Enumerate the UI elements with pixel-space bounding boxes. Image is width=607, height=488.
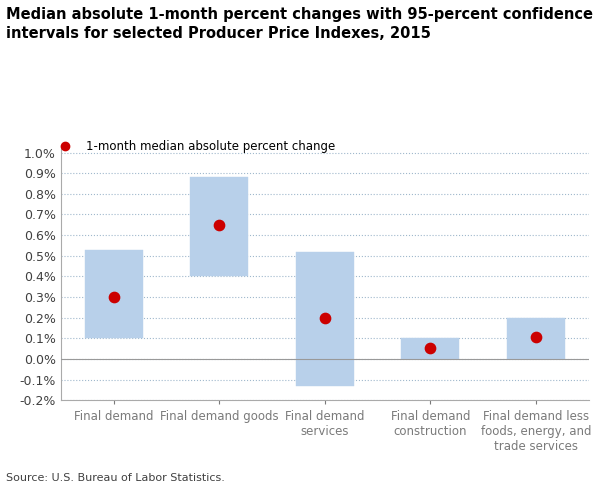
- Bar: [401, 338, 459, 359]
- Text: Median absolute 1-month percent changes with 95-percent confidence
intervals for: Median absolute 1-month percent changes …: [6, 7, 593, 41]
- Point: [109, 293, 118, 301]
- Bar: [507, 318, 565, 359]
- Point: [320, 314, 330, 322]
- Bar: [190, 177, 248, 276]
- Text: Source: U.S. Bureau of Labor Statistics.: Source: U.S. Bureau of Labor Statistics.: [6, 473, 225, 483]
- Point: [426, 344, 435, 351]
- Point: [531, 333, 541, 341]
- Bar: [296, 252, 354, 386]
- Legend: 1-month median absolute percent change: 1-month median absolute percent change: [49, 135, 340, 158]
- Point: [214, 221, 224, 229]
- Bar: [85, 249, 143, 338]
